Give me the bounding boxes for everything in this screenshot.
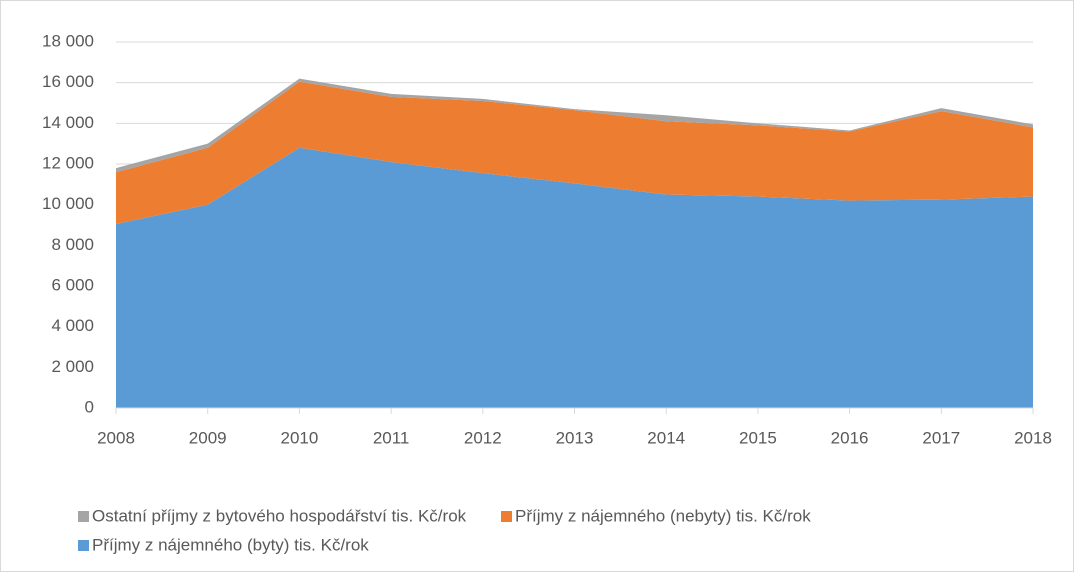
y-tick-label: 10 000 xyxy=(42,194,94,213)
area xyxy=(116,147,1033,408)
x-tick-label: 2014 xyxy=(647,428,685,447)
legend-swatch xyxy=(78,540,89,551)
x-tick-label: 2012 xyxy=(464,428,502,447)
x-tick-label: 2011 xyxy=(373,428,410,447)
x-tick-label: 2013 xyxy=(556,428,594,447)
x-tick-label: 2016 xyxy=(831,428,869,447)
legend-label: Příjmy z nájemného (byty) tis. Kč/rok xyxy=(92,535,369,554)
y-tick-label: 18 000 xyxy=(42,31,94,50)
legend-label: Ostatní příjmy z bytového hospodářství t… xyxy=(92,506,467,525)
y-tick-label: 8 000 xyxy=(51,235,94,254)
y-tick-label: 12 000 xyxy=(42,153,94,172)
x-tick-label: 2015 xyxy=(739,428,777,447)
y-tick-label: 6 000 xyxy=(51,275,94,294)
legend-label: Příjmy z nájemného (nebyty) tis. Kč/rok xyxy=(515,506,811,525)
x-tick-label: 2009 xyxy=(189,428,227,447)
x-tick-label: 2008 xyxy=(97,428,135,447)
legend-swatch xyxy=(501,511,512,522)
area xyxy=(116,81,1033,224)
y-tick-label: 2 000 xyxy=(51,357,94,376)
y-tick-label: 4 000 xyxy=(51,316,94,335)
x-tick-label: 2010 xyxy=(280,428,318,447)
y-tick-label: 14 000 xyxy=(42,113,94,132)
x-tick-label: 2018 xyxy=(1014,428,1052,447)
y-tick-label: 16 000 xyxy=(42,72,94,91)
x-tick-label: 2017 xyxy=(922,428,960,447)
y-tick-label: 0 xyxy=(85,397,94,416)
legend-swatch xyxy=(78,511,89,522)
